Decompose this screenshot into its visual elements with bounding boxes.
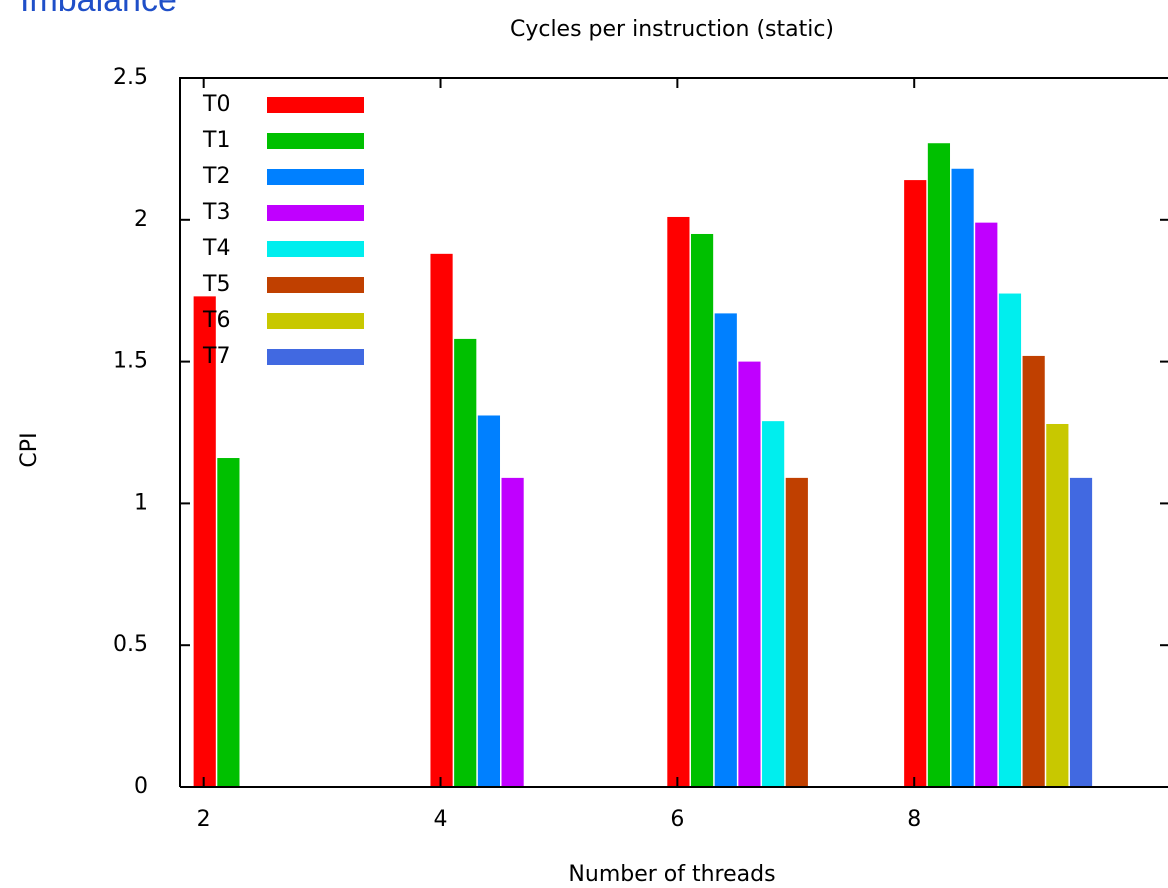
legend-swatch — [267, 133, 364, 149]
legend-label: T1 — [202, 128, 230, 153]
bar — [454, 338, 477, 787]
x-tick-label: 2 — [197, 807, 211, 832]
bar — [501, 477, 524, 787]
legend-label: T0 — [202, 92, 230, 117]
y-tick-label: 2 — [134, 207, 148, 232]
legend-label: T6 — [202, 308, 230, 333]
legend-swatch — [267, 313, 364, 329]
bar — [738, 361, 761, 787]
bar — [667, 216, 690, 788]
bar — [217, 458, 240, 787]
legend-label: T3 — [202, 200, 230, 225]
x-tick-label: 8 — [907, 807, 921, 832]
legend-label: T5 — [202, 272, 230, 297]
legend-swatch — [267, 349, 364, 365]
bar — [1046, 423, 1069, 787]
legend-label: T4 — [202, 236, 230, 261]
legend-swatch — [267, 97, 364, 113]
x-tick-label: 6 — [670, 807, 684, 832]
bar — [193, 296, 216, 787]
y-tick-label: 0 — [134, 774, 148, 799]
legend-label: T2 — [202, 164, 230, 189]
y-tick-label: 2.5 — [113, 65, 148, 90]
bar — [762, 421, 785, 787]
chart-title: Cycles per instruction (static) — [510, 17, 834, 42]
y-axis-label: CPI — [17, 432, 42, 467]
y-tick-label: 1.5 — [113, 349, 148, 374]
bar — [927, 143, 951, 787]
bar — [690, 233, 714, 788]
legend-label: T7 — [202, 344, 230, 369]
legend-swatch — [267, 169, 364, 185]
slide-title: Imbalance — [20, 0, 177, 19]
bar — [477, 415, 501, 787]
y-tick-label: 1 — [134, 490, 148, 515]
bar — [1069, 477, 1093, 787]
bar — [904, 180, 927, 787]
bar — [785, 477, 808, 787]
bar — [430, 253, 453, 787]
bar — [951, 168, 974, 787]
legend-swatch — [267, 277, 364, 293]
bar — [1022, 355, 1045, 787]
x-tick-label: 4 — [434, 807, 448, 832]
bar — [714, 313, 737, 787]
y-tick-label: 0.5 — [113, 632, 148, 657]
legend-swatch — [267, 205, 364, 221]
legend-swatch — [267, 241, 364, 257]
bar — [998, 293, 1022, 787]
bar — [975, 222, 998, 788]
x-axis-label: Number of threads — [568, 862, 775, 887]
